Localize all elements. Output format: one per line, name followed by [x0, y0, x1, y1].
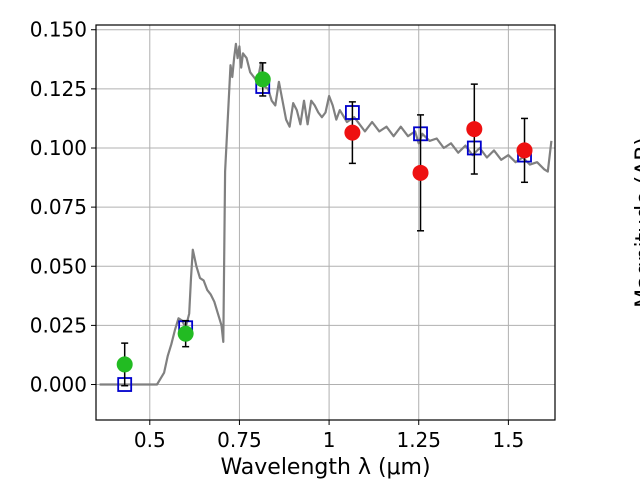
- x-axis: 0.5 0.75 1 1.25 1.5: [134, 420, 524, 452]
- x-tick-label: 1.5: [492, 428, 524, 452]
- red-data-point: [344, 124, 361, 141]
- y-tick-label: 0.025: [30, 313, 87, 337]
- green-data-point: [116, 356, 133, 373]
- spectrum-line: [99, 42, 553, 386]
- secondary-y-axis-label: Magnitude (AB): [632, 137, 640, 308]
- green-data-point: [177, 325, 194, 342]
- x-tick-label: 0.75: [217, 428, 262, 452]
- y-tick-label: 0.075: [30, 195, 87, 219]
- y-axis: 0.000 0.025 0.050 0.075 0.100 0.125 0.150: [30, 18, 96, 397]
- y-tick-label: 0.150: [30, 18, 87, 42]
- plot-area: [99, 42, 553, 392]
- x-axis-label: Wavelength λ (μm): [220, 455, 430, 480]
- red-data-point: [516, 142, 533, 159]
- x-tick-label: 0.5: [134, 428, 166, 452]
- green-data-point: [254, 71, 271, 88]
- red-data-point: [466, 121, 483, 138]
- x-tick-label: 1.25: [396, 428, 441, 452]
- plot-frame: [95, 24, 556, 421]
- x-tick-label: 1: [323, 428, 336, 452]
- series-2: [116, 62, 271, 387]
- grid: [96, 25, 555, 420]
- y-tick-label: 0.050: [30, 254, 87, 278]
- red-data-point: [412, 164, 429, 181]
- y-tick-label: 0.000: [30, 373, 87, 397]
- y-tick-label: 0.100: [30, 136, 87, 160]
- y-tick-label: 0.125: [30, 77, 87, 101]
- series-3: [344, 83, 533, 232]
- series-0: [99, 42, 553, 386]
